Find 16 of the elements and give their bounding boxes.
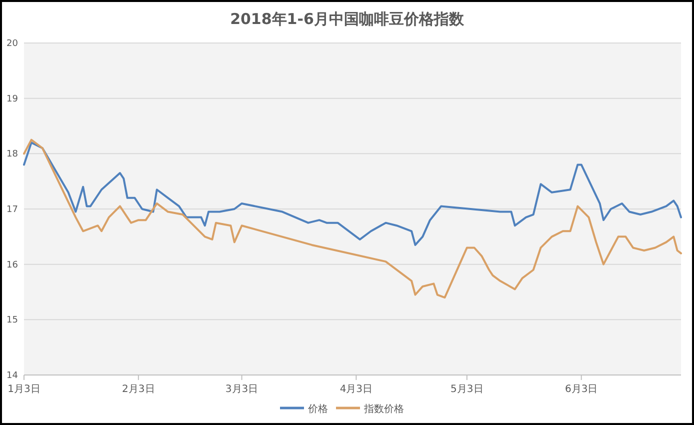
x-tick-label: 6月3日	[564, 384, 598, 395]
x-tick-label: 2月3日	[122, 384, 155, 395]
legend-label: 指数价格	[363, 403, 404, 415]
x-tick-label: 1月3日	[8, 384, 40, 395]
y-tick-label: 19	[6, 94, 18, 104]
x-tick-label: 5月3日	[450, 384, 484, 395]
y-tick-label: 17	[6, 205, 18, 215]
y-tick-label: 14	[6, 371, 18, 381]
x-tick-label: 4月3日	[340, 384, 373, 395]
legend-label: 价格	[307, 403, 328, 415]
y-tick-label: 15	[6, 316, 18, 326]
y-tick-label: 20	[6, 39, 18, 49]
y-tick-label: 16	[6, 260, 18, 270]
x-tick-label: 3月3日	[225, 384, 258, 395]
chart-title: 2018年1-6月中国咖啡豆价格指数	[230, 10, 465, 28]
y-tick-label: 18	[6, 150, 18, 160]
